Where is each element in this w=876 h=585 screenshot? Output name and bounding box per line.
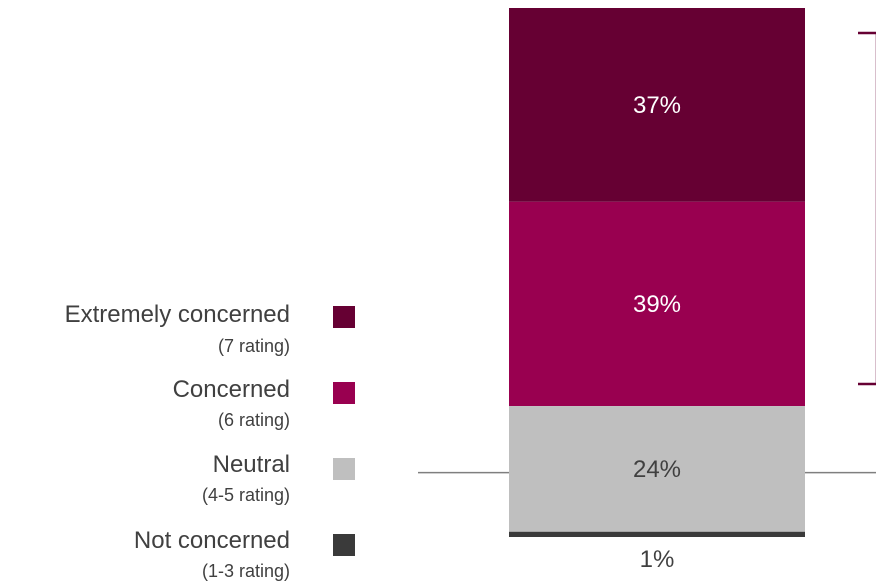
legend-label-concerned: Concerned [173, 376, 290, 403]
bracket [858, 31, 876, 386]
bar-segment-neutral [509, 406, 805, 532]
bar-label-extremely-concerned: 37% [633, 92, 681, 119]
bar-segment-extremely-concerned [509, 8, 805, 202]
legend-label-not-concerned: Not concerned [134, 527, 290, 554]
legend-sublabel-neutral: (4-5 rating) [202, 485, 290, 505]
bracket-line [858, 31, 876, 386]
bar-segment-concerned [509, 201, 805, 407]
bar-label-neutral: 24% [633, 456, 681, 483]
legend-sublabel-not-concerned: (1-3 rating) [202, 561, 290, 581]
bar-label-concerned: 39% [633, 291, 681, 318]
legend: Extremely concerned (7 rating) Concerned (6… [65, 301, 355, 581]
bar-label-not-concerned: 1% [640, 546, 675, 573]
legend-label-neutral: Neutral [213, 451, 290, 478]
legend-swatch-extremely-concerned [333, 306, 355, 328]
legend-label-extremely-concerned: Extremely concerned [65, 301, 290, 328]
legend-sublabel-concerned: (6 rating) [218, 410, 290, 430]
legend-swatch-concerned [333, 382, 355, 404]
bar-segment-not-concerned [509, 531, 805, 537]
bar-labels: 37% 39% 24% 1% [633, 92, 681, 573]
legend-swatch-neutral [333, 458, 355, 480]
bar-segments [509, 8, 805, 537]
legend-swatch-not-concerned [333, 534, 355, 556]
legend-sublabel-extremely-concerned: (7 rating) [218, 336, 290, 356]
